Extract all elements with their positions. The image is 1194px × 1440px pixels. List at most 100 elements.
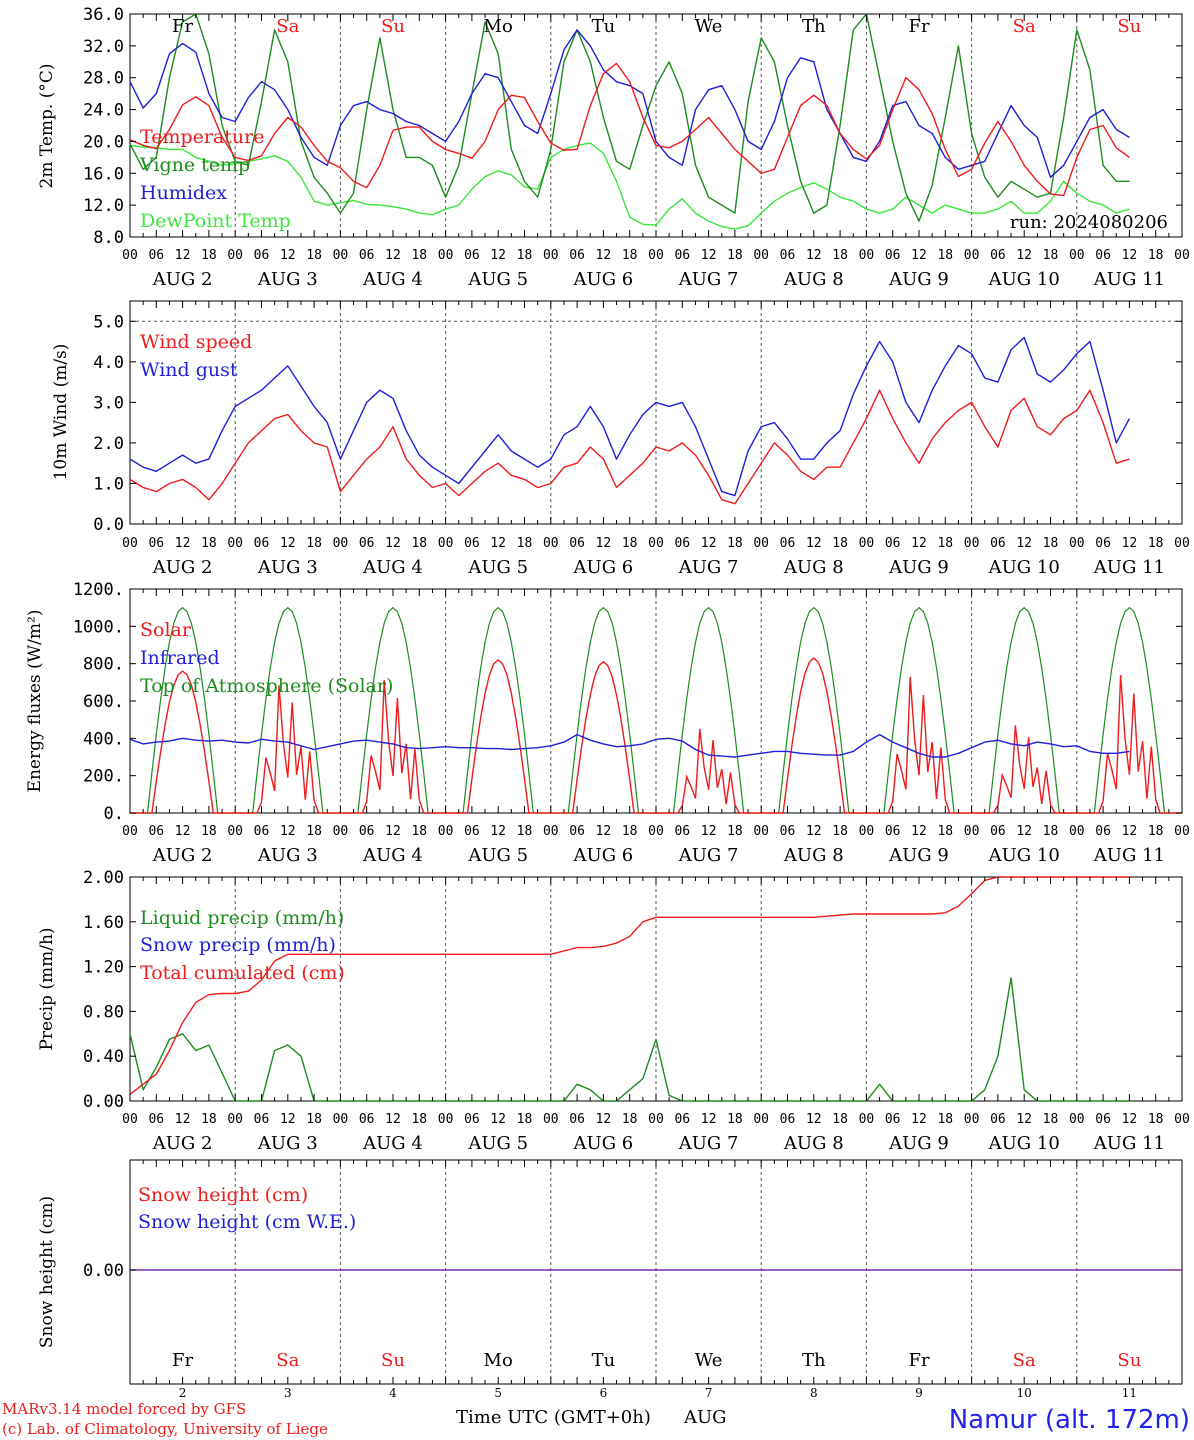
legend-infrared: Infrared <box>140 647 220 669</box>
hour-tick-label: 06 <box>1095 248 1111 263</box>
snow-ylabel: Snow height (cm) <box>37 1196 57 1348</box>
hour-tick-label: 00 <box>964 536 980 551</box>
hour-tick-label: 06 <box>990 536 1006 551</box>
day-number: 3 <box>284 1386 292 1400</box>
series-vigne-temp <box>129 13 1130 222</box>
legend-vigne-temp: Vigne temp <box>139 154 250 176</box>
y-tick-label: 8.0 <box>93 228 124 248</box>
legend-snow-height: Snow height (cm) <box>138 1184 308 1206</box>
y-tick-label: 0.40 <box>83 1047 124 1067</box>
hour-tick-label: 18 <box>306 248 322 263</box>
date-label: AUG 10 <box>988 269 1060 290</box>
day-number: 2 <box>179 1386 187 1400</box>
day-number: 9 <box>915 1386 923 1400</box>
date-label: AUG 4 <box>362 557 423 578</box>
date-label: AUG 11 <box>1093 845 1165 866</box>
hour-tick-label: 00 <box>964 1112 980 1127</box>
date-label: AUG 11 <box>1093 1133 1165 1154</box>
date-label: AUG 6 <box>573 269 634 290</box>
date-label: AUG 4 <box>362 1133 423 1154</box>
date-label: AUG 3 <box>257 845 318 866</box>
hour-tick-label: 06 <box>148 824 164 839</box>
y-tick-label: 1.60 <box>83 913 124 933</box>
date-label: AUG 9 <box>888 557 949 578</box>
hour-tick-label: 18 <box>832 248 848 263</box>
series-infrared <box>129 733 1130 758</box>
x-axis-title: Time UTC (GMT+0h) <box>456 1407 651 1428</box>
hour-tick-label: 06 <box>674 536 690 551</box>
hour-tick-label: 12 <box>701 536 717 551</box>
hour-tick-label: 00 <box>122 824 138 839</box>
hour-tick-label: 00 <box>438 536 454 551</box>
hour-tick-label: 00 <box>438 1112 454 1127</box>
hour-tick-label: 06 <box>885 536 901 551</box>
hour-tick-label: 18 <box>1148 824 1164 839</box>
hour-tick-label: 18 <box>1043 248 1059 263</box>
y-tick-label: 2.0 <box>93 434 124 454</box>
date-label: AUG 6 <box>573 557 634 578</box>
legend-solar: Solar <box>140 619 192 641</box>
date-label: AUG 10 <box>988 1133 1060 1154</box>
hour-tick-label: 06 <box>464 1112 480 1127</box>
hour-tick-label: 12 <box>1122 1112 1138 1127</box>
hour-tick-label: 06 <box>254 536 270 551</box>
hour-tick-label: 06 <box>780 824 796 839</box>
hour-tick-label: 12 <box>175 536 191 551</box>
hour-tick-label: 12 <box>911 1112 927 1127</box>
hour-tick-label: 06 <box>148 536 164 551</box>
day-number: 11 <box>1122 1386 1137 1400</box>
hour-tick-label: 18 <box>517 824 533 839</box>
hour-tick-label: 18 <box>517 1112 533 1127</box>
y-tick-label: 5.0 <box>93 312 124 332</box>
hour-tick-label: 00 <box>227 536 243 551</box>
y-tick-label: 400. <box>83 729 124 749</box>
hour-tick-label: 12 <box>385 248 401 263</box>
hour-tick-label: 18 <box>1043 1112 1059 1127</box>
hour-tick-label: 18 <box>937 824 953 839</box>
date-label: AUG 3 <box>257 557 318 578</box>
hour-tick-label: 00 <box>859 248 875 263</box>
date-label: AUG 8 <box>783 557 844 578</box>
hour-tick-label: 12 <box>596 536 612 551</box>
hour-tick-label: 18 <box>517 536 533 551</box>
hour-tick-label: 00 <box>122 248 138 263</box>
y-tick-label: 200. <box>83 767 124 787</box>
date-label: AUG 7 <box>678 845 739 866</box>
hour-tick-label: 06 <box>674 1112 690 1127</box>
hour-tick-label: 00 <box>122 536 138 551</box>
hour-tick-label: 06 <box>464 536 480 551</box>
hour-tick-label: 18 <box>411 824 427 839</box>
hour-tick-label: 12 <box>911 536 927 551</box>
hour-tick-label: 00 <box>438 824 454 839</box>
temp-ylabel: 2m Temp. (°C) <box>37 63 57 188</box>
hour-tick-label: 12 <box>806 1112 822 1127</box>
hour-tick-label: 12 <box>280 1112 296 1127</box>
day-number: 4 <box>389 1386 397 1400</box>
day-name: Sa <box>276 1350 299 1371</box>
hour-tick-label: 00 <box>1174 248 1190 263</box>
hour-tick-label: 06 <box>674 248 690 263</box>
day-name: Su <box>381 1350 405 1371</box>
date-label: AUG 6 <box>573 1133 634 1154</box>
hour-tick-label: 06 <box>569 536 585 551</box>
hour-tick-label: 00 <box>859 1112 875 1127</box>
hour-tick-label: 18 <box>201 536 217 551</box>
hour-tick-label: 18 <box>937 1112 953 1127</box>
hour-tick-label: 06 <box>990 824 1006 839</box>
series-total-cumulated <box>129 876 1130 1095</box>
station-label: Namur (alt. 172m) <box>949 1405 1190 1435</box>
date-label: AUG 10 <box>988 845 1060 866</box>
day-name: We <box>695 1350 723 1371</box>
hour-tick-label: 18 <box>1148 1112 1164 1127</box>
hour-tick-label: 06 <box>359 536 375 551</box>
hour-tick-label: 12 <box>385 536 401 551</box>
hour-tick-label: 12 <box>175 1112 191 1127</box>
date-label: AUG 4 <box>362 269 423 290</box>
hour-tick-label: 18 <box>937 536 953 551</box>
date-label: AUG 2 <box>152 557 213 578</box>
date-label: AUG 7 <box>678 1133 739 1154</box>
hour-tick-label: 12 <box>280 824 296 839</box>
hour-tick-label: 00 <box>964 248 980 263</box>
hour-tick-label: 00 <box>122 1112 138 1127</box>
energy-panel-frame <box>129 588 1183 814</box>
